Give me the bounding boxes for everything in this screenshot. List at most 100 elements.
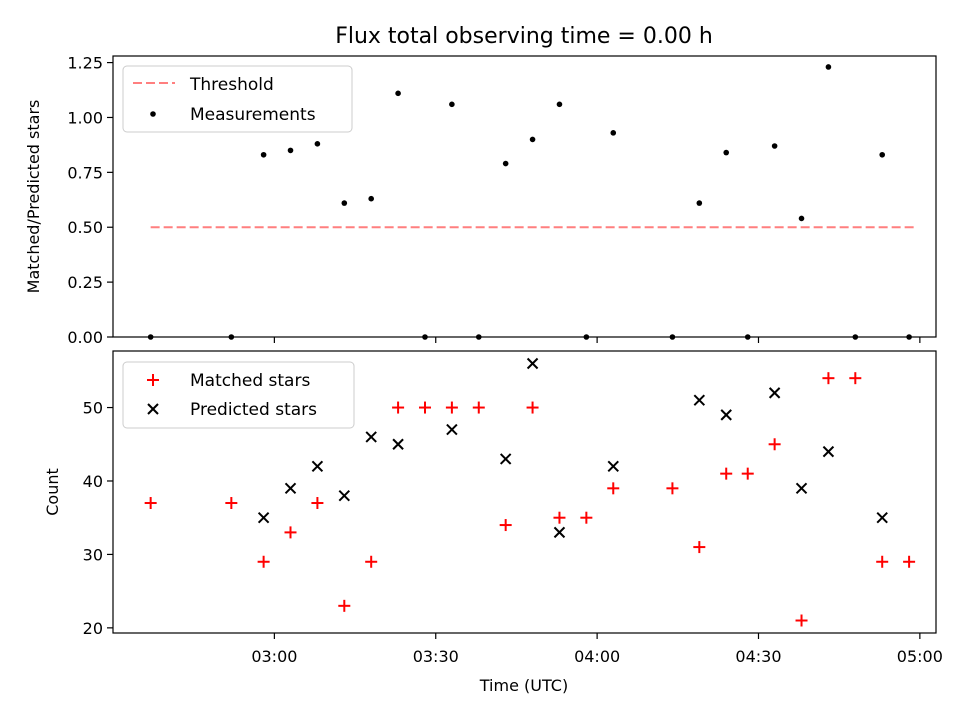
matched-star-marker [225, 497, 238, 510]
measurement-point [798, 215, 805, 222]
count-y-tick-label: 30 [83, 545, 103, 564]
ratio-panel: 0.00 0.25 0.50 0.75 1.00 1.25 Matched/Predict… [24, 54, 937, 347]
ratio-y-tick-label: 0.75 [67, 163, 103, 182]
ratio-plot-frame [112, 55, 937, 338]
predicted-star-marker [392, 438, 404, 450]
predicted-legend-swatch [147, 403, 159, 415]
measurement-point [879, 151, 886, 158]
matched-star-marker [876, 555, 889, 568]
measurements-legend-label: Measurements [190, 105, 316, 125]
count-y-tick-label: 20 [83, 619, 103, 638]
matched-star-marker [768, 438, 781, 451]
measurement-point [696, 200, 703, 206]
matched-star-marker [822, 372, 835, 385]
predicted-star-marker [365, 431, 377, 443]
matched-legend-label: Matched stars [190, 371, 310, 391]
chart-title: Flux total observing time = 0.00 h [335, 24, 713, 49]
matched-star-marker [903, 555, 916, 568]
matched-star-marker [607, 482, 620, 495]
predicted-star-marker [446, 423, 458, 436]
matched-star-marker [499, 519, 512, 532]
matched-star-marker [553, 511, 566, 524]
matched-star-marker [418, 401, 431, 414]
measurement-point [368, 195, 374, 202]
ratio-y-axis-label: Matched/Predicted stars [24, 100, 43, 294]
measurement-point [314, 141, 321, 147]
matched-star-marker [144, 497, 157, 510]
matched-star-marker [795, 614, 808, 627]
measurement-point [449, 101, 455, 108]
matched-legend-swatch [147, 374, 159, 386]
predicted-star-marker [693, 394, 706, 406]
measurement-point [341, 200, 348, 206]
predicted-star-marker [768, 387, 781, 399]
predicted-star-marker [553, 526, 566, 539]
matched-star-marker [849, 372, 862, 385]
matched-star-marker [257, 555, 270, 568]
ratio-y-tick-label: 0.50 [67, 218, 103, 237]
measurement-point [771, 143, 778, 149]
ratio-y-axis: 0.00 0.25 0.50 0.75 1.00 1.25 [67, 54, 113, 347]
count-x-axis: 03:00 03:30 04:00 04:30 05:00 [251, 633, 943, 666]
predicted-star-marker [499, 453, 512, 465]
measurement-point [556, 101, 563, 108]
measurement-point [395, 90, 401, 97]
matched-star-marker [580, 511, 593, 524]
x-axis-label: Time (UTC) [479, 676, 568, 695]
predicted-star-marker [795, 482, 808, 495]
matched-star-marker [365, 555, 378, 568]
ratio-marks [147, 64, 915, 340]
x-tick-label: 03:30 [413, 647, 459, 666]
predicted-star-marker [822, 445, 835, 458]
count-y-tick-label: 50 [83, 399, 103, 418]
predicted-star-marker [720, 409, 732, 421]
count-y-axis: 20 30 40 50 [83, 399, 113, 638]
ratio-legend-box [122, 65, 353, 133]
measurements-legend-swatch [150, 111, 156, 117]
ratio-y-tick-label: 0.25 [67, 273, 103, 292]
matched-star-marker [338, 599, 351, 612]
matched-star-marker [526, 401, 539, 414]
measurement-point [502, 160, 509, 167]
measurement-point [825, 64, 832, 70]
matched-star-marker [720, 467, 733, 480]
predicted-star-marker [876, 511, 888, 524]
predicted-star-marker [284, 482, 297, 495]
predicted-star-marker [257, 511, 270, 524]
ratio-y-tick-label: 1.00 [67, 108, 103, 127]
matched-star-marker [666, 482, 679, 495]
ratio-x-ticks [273, 337, 921, 343]
count-y-axis-label: Count [43, 468, 62, 516]
measurement-point [287, 147, 294, 154]
ratio-y-tick-label: 1.25 [67, 54, 103, 73]
ratio-legend: Threshold Measurements [122, 65, 353, 133]
measurement-point [723, 149, 730, 156]
count-plot-frame [112, 350, 937, 634]
x-tick-label: 04:00 [574, 647, 620, 666]
count-legend-box [122, 361, 355, 429]
matched-star-marker [392, 401, 405, 414]
matched-star-marker [741, 467, 754, 480]
measurement-point [610, 130, 617, 136]
matched-star-marker [445, 401, 458, 414]
matched-star-marker [693, 541, 706, 554]
x-tick-label: 05:00 [897, 647, 943, 666]
measurement-point [260, 151, 267, 158]
measurement-point [529, 136, 536, 143]
predicted-legend-label: Predicted stars [190, 400, 317, 420]
predicted-star-marker [338, 489, 351, 502]
matched-star-marker [284, 526, 297, 539]
predicted-star-marker [526, 357, 539, 370]
ratio-y-tick-label: 0.00 [67, 328, 103, 347]
matched-star-marker [472, 401, 485, 414]
count-panel: 20 30 40 50 03:00 03:30 04:00 04:30 05:00 Count… [43, 350, 943, 695]
count-marks [144, 357, 916, 627]
x-tick-label: 03:00 [251, 647, 297, 666]
predicted-star-marker [607, 460, 619, 473]
predicted-star-marker [311, 460, 324, 473]
count-y-tick-label: 40 [83, 472, 103, 491]
threshold-legend-label: Threshold [189, 75, 274, 95]
matched-star-marker [311, 497, 324, 510]
x-tick-label: 04:30 [735, 647, 781, 666]
